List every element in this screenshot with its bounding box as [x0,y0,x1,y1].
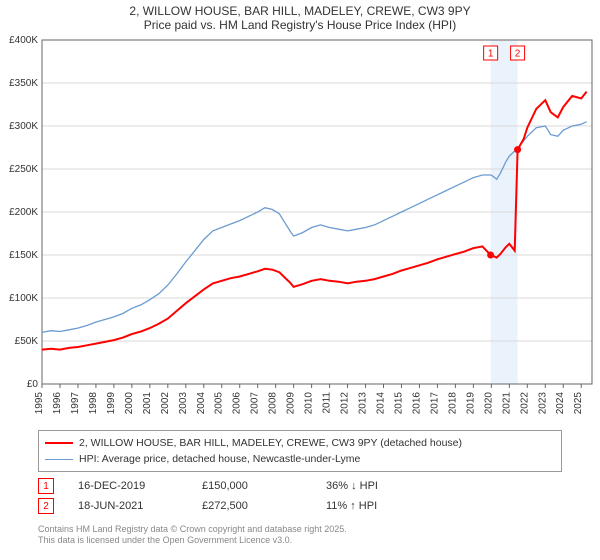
x-tick-label: 2018 [447,392,458,415]
x-tick-label: 2004 [196,392,207,415]
x-tick-label: 2008 [268,392,279,415]
x-tick-label: 2014 [376,392,387,415]
y-tick-label: £250K [9,164,38,175]
marker-dot [514,146,521,153]
legend-label: HPI: Average price, detached house, Newc… [79,453,360,465]
y-tick-label: £400K [9,35,38,46]
y-tick-label: £50K [15,336,39,347]
x-tick-label: 2020 [483,392,494,415]
legend: 2, WILLOW HOUSE, BAR HILL, MADELEY, CREW… [38,430,562,472]
y-tick-label: £0 [27,379,39,390]
x-tick-label: 2025 [573,392,584,415]
x-tick-label: 2009 [286,392,297,415]
legend-swatch [45,442,73,444]
transaction-date: 18-JUN-2021 [78,500,178,512]
y-tick-label: £300K [9,121,38,132]
transaction-delta: 11% ↑ HPI [326,500,426,512]
y-tick-label: £200K [9,207,38,218]
x-tick-label: 2007 [250,392,261,415]
x-tick-label: 2015 [393,392,404,415]
legend-row: HPI: Average price, detached house, Newc… [45,451,555,467]
line-chart: £0 £50K £100K £150K £200K £250K £300K £350K £400… [0,34,600,424]
x-tick-label: 1996 [52,392,63,415]
x-tick-label: 2016 [411,392,422,415]
transaction-index-box: 1 [38,478,54,494]
title-address: 2, WILLOW HOUSE, BAR HILL, MADELEY, CREW… [0,4,600,18]
x-tick-label: 2010 [304,392,315,415]
transaction-date: 16-DEC-2019 [78,480,178,492]
transaction-index-box: 2 [38,498,54,514]
legend-label: 2, WILLOW HOUSE, BAR HILL, MADELEY, CREW… [79,437,462,449]
x-tick-label: 2003 [178,392,189,415]
footer-attribution: Contains HM Land Registry data © Crown c… [38,524,562,547]
x-tick-label: 2000 [124,392,135,415]
x-tick-label: 2012 [340,392,351,415]
y-tick-label: £350K [9,78,38,89]
transaction-table: 1 16-DEC-2019 £150,000 36% ↓ HPI 2 18-JUN-202… [38,476,562,516]
x-tick-label: 2019 [465,392,476,415]
x-tick-label: 2005 [214,392,225,415]
x-tick-label: 2011 [322,392,333,414]
chart-area: £0 £50K £100K £150K £200K £250K £300K £350K £400… [0,34,600,424]
x-tick-label: 2022 [519,392,530,415]
transaction-row: 1 16-DEC-2019 £150,000 36% ↓ HPI [38,476,562,496]
marker-index: 1 [488,49,494,60]
x-tick-label: 2006 [232,392,243,415]
x-tick-label: 2021 [501,392,512,415]
y-tick-label: £100K [9,293,38,304]
transaction-price: £272,500 [202,500,302,512]
marker-index: 2 [515,49,521,60]
x-tick-label: 2013 [358,392,369,415]
y-tick-label: £150K [9,250,38,261]
x-tick-label: 1995 [34,392,45,415]
title-subtitle: Price paid vs. HM Land Registry's House … [0,18,600,32]
chart-titles: 2, WILLOW HOUSE, BAR HILL, MADELEY, CREW… [0,0,600,34]
x-tick-label: 1999 [106,392,117,415]
x-tick-label: 2017 [429,392,440,415]
x-tick-label: 1997 [70,392,81,415]
transaction-price: £150,000 [202,480,302,492]
transaction-delta: 36% ↓ HPI [326,480,426,492]
marker-dot [487,252,494,259]
legend-row: 2, WILLOW HOUSE, BAR HILL, MADELEY, CREW… [45,435,555,451]
legend-swatch [45,459,73,460]
x-tick-label: 2023 [537,392,548,415]
x-tick-label: 2002 [160,392,171,415]
transaction-row: 2 18-JUN-2021 £272,500 11% ↑ HPI [38,496,562,516]
x-tick-label: 2024 [555,392,566,415]
x-tick-label: 2001 [142,392,153,415]
footer-line-2: This data is licensed under the Open Gov… [38,535,562,546]
x-tick-label: 1998 [88,392,99,415]
footer-line-1: Contains HM Land Registry data © Crown c… [38,524,562,535]
